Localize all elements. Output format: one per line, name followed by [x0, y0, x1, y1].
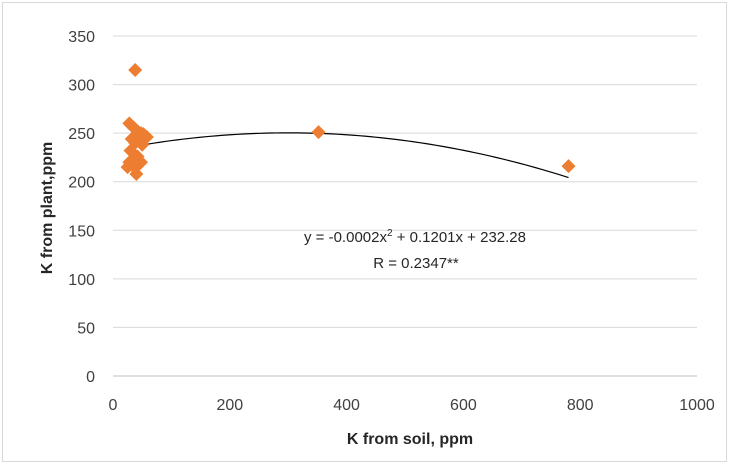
- x-tick-label: 800: [567, 397, 594, 414]
- data-point: [311, 125, 326, 140]
- data-point: [561, 159, 576, 174]
- y-tick-label: 150: [68, 223, 95, 240]
- x-tick-label: 1000: [679, 397, 715, 414]
- x-tick-label: 600: [450, 397, 477, 414]
- equation-exponent: 2: [387, 228, 393, 239]
- data-points: [120, 63, 576, 181]
- x-axis-title: K from soil, ppm: [347, 431, 473, 448]
- x-tick-label: 0: [109, 397, 118, 414]
- equation-prefix: y = -0.0002x: [304, 229, 387, 246]
- gridlines: [113, 35, 697, 377]
- data-point: [129, 166, 144, 181]
- y-axis-ticks: 0 50 100 150 200 250 300 350: [68, 29, 95, 386]
- x-tick-label: 400: [333, 397, 360, 414]
- chart-frame: [2, 2, 727, 462]
- x-tick-label: 200: [216, 397, 243, 414]
- y-axis-title: K from plant,ppm: [39, 142, 56, 274]
- y-tick-label: 200: [68, 175, 95, 192]
- y-tick-label: 0: [86, 369, 95, 386]
- y-tick-label: 50: [77, 320, 95, 337]
- y-tick-label: 100: [68, 272, 95, 289]
- equation-suffix: + 0.1201x + 232.28: [393, 229, 526, 246]
- data-point: [128, 63, 143, 77]
- y-tick-label: 350: [68, 29, 95, 46]
- x-axis-ticks: 0 200 400 600 800 1000: [109, 397, 715, 414]
- y-tick-label: 300: [68, 78, 95, 95]
- trendline-group: [127, 132, 569, 179]
- data-point: [135, 137, 150, 152]
- data-point: [120, 160, 135, 175]
- y-tick-label: 250: [68, 126, 95, 143]
- trendline-equation: y = -0.0002x2 + 0.1201x + 232.28: [304, 228, 526, 246]
- trendline: [127, 132, 569, 179]
- r-value-label: R = 0.2347**: [373, 255, 459, 272]
